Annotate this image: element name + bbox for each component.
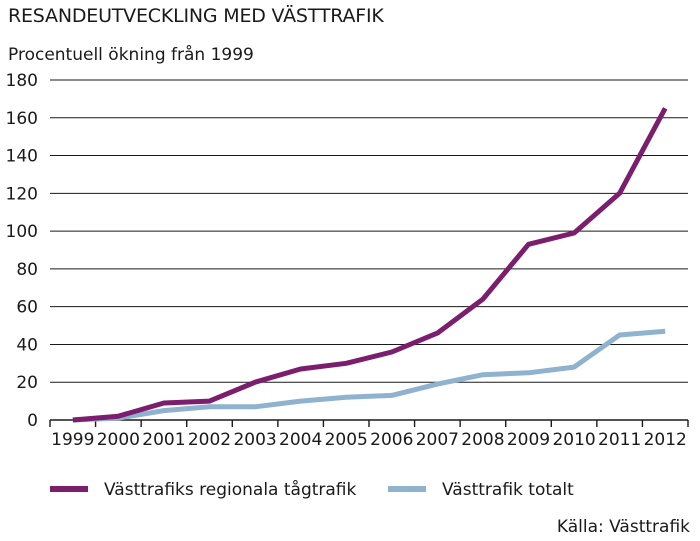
x-tick-label: 1999 [51,430,94,450]
x-tick-label: 2003 [233,430,276,450]
x-tick-label: 2008 [461,430,504,450]
chart-title: RESANDEUTVECKLING MED VÄSTTRAFIK [8,4,384,27]
x-tick-label: 2000 [97,430,140,450]
y-tick-label: 40 [16,335,38,355]
x-tick-label: 2006 [370,430,413,450]
y-tick-label: 100 [6,222,38,242]
legend-label: Västtrafiks regionala tågtrafik [104,479,357,500]
y-tick-label: 140 [6,147,38,167]
x-tick-label: 2010 [552,430,595,450]
x-tick-label: 2007 [416,430,459,450]
legend-label: Västtrafik totalt [442,480,574,500]
y-tick-label: 60 [16,298,38,318]
y-tick-label: 0 [27,411,38,431]
x-tick-label: 2011 [598,430,641,450]
y-tick-label: 160 [6,109,38,129]
legend: Västtrafiks regionala tågtrafik Västtrafi… [50,479,574,500]
y-tick-label: 20 [16,373,38,393]
y-tick-label: 80 [16,260,38,280]
x-tick-label: 2005 [325,430,368,450]
series-line-2 [72,328,666,423]
y-tick-label: 120 [6,184,38,204]
y-tick-label: 180 [6,71,38,91]
gridlines [50,79,688,383]
x-tick-label: 2009 [507,430,550,450]
x-axis [49,419,689,427]
y-axis-tick-labels: 0 20 40 60 80 100 120 140 160 180 [6,71,38,431]
x-tick-label: 2012 [644,430,687,450]
chart-source: Källa: Västtrafik [557,517,690,537]
x-tick-label: 2002 [188,430,231,450]
series-line-1 [72,107,668,423]
x-tick-label: 2004 [279,430,322,450]
x-tick-label: 2001 [142,430,185,450]
series-lines [72,107,668,423]
chart-subtitle: Procentuell ökning från 1999 [8,44,254,65]
x-axis-tick-labels: 1999 2000 2001 2002 2003 2004 2005 2006 2007 2008… [51,430,687,450]
